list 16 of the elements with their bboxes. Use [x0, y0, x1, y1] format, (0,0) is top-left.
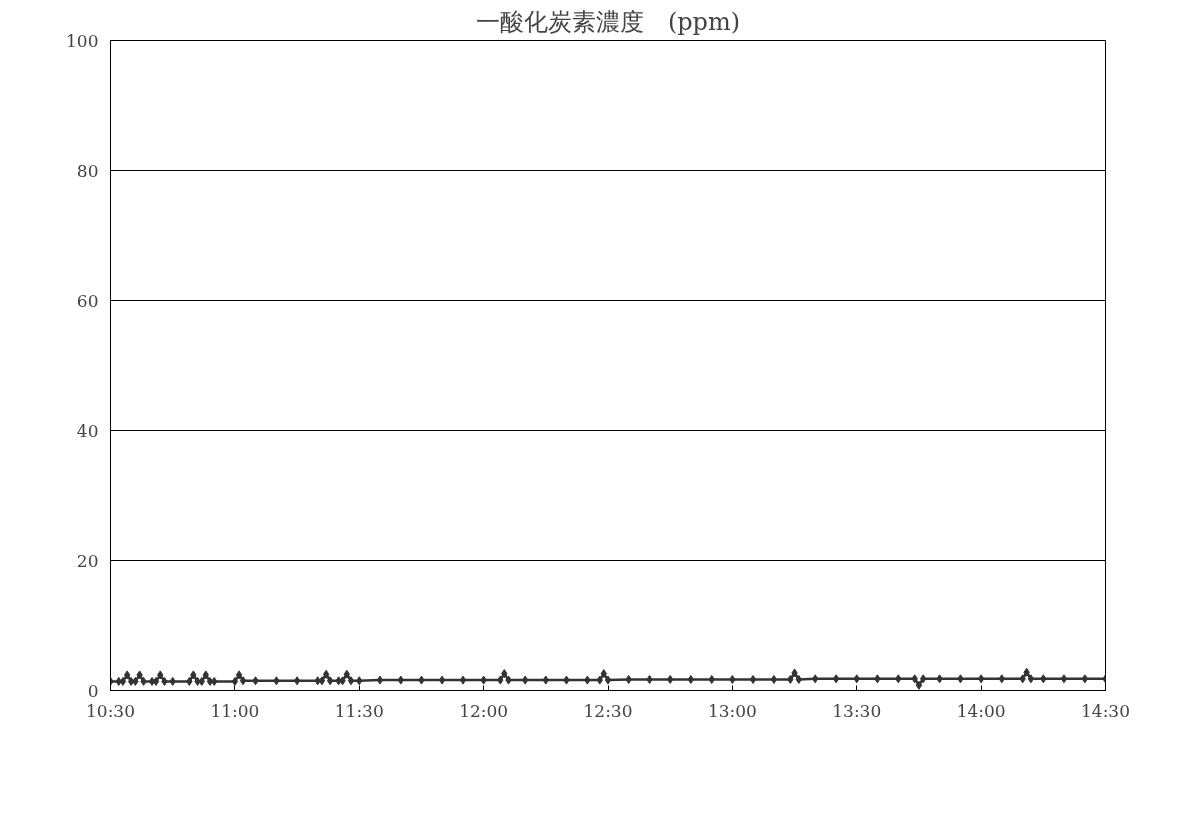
y-tick-label: 20 [76, 550, 99, 571]
y-tick-label: 80 [76, 160, 99, 181]
x-tick-label: 13:00 [707, 700, 757, 721]
chart-title: 一酸化炭素濃度 (ppm) [475, 7, 741, 36]
x-tick-label: 11:00 [210, 700, 260, 721]
x-tick-label: 14:30 [1081, 700, 1130, 721]
x-tick-label: 12:30 [583, 700, 633, 721]
y-tick-label: 0 [87, 680, 99, 701]
x-tick-label: 10:30 [86, 700, 135, 721]
x-tick-label: 12:00 [459, 700, 509, 721]
y-tick-label: 60 [76, 290, 99, 311]
y-tick-label: 100 [66, 30, 99, 51]
x-tick-label: 14:00 [956, 700, 1006, 721]
y-tick-label: 40 [76, 420, 99, 441]
x-tick-label: 11:30 [334, 700, 384, 721]
x-tick-label: 13:30 [832, 700, 882, 721]
